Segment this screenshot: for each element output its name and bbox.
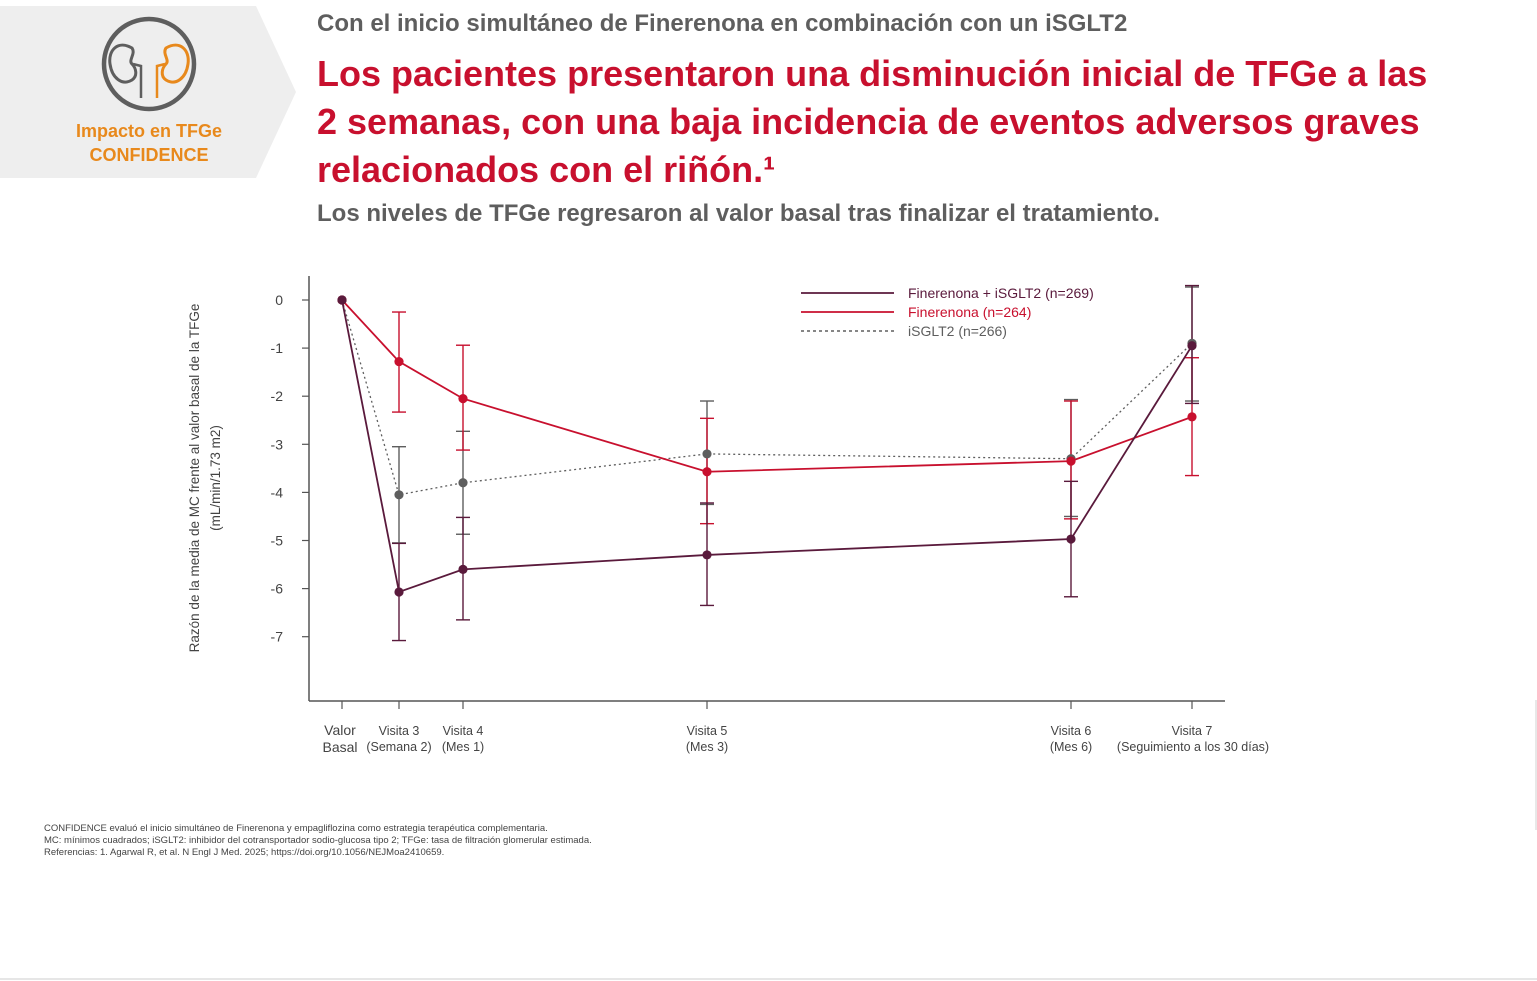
data-point bbox=[458, 394, 468, 404]
data-point bbox=[394, 490, 404, 500]
series-line bbox=[341, 299, 1193, 473]
data-point bbox=[1187, 412, 1197, 422]
x-tick-label-sub: (Mes 3) bbox=[686, 740, 728, 754]
x-tick-label: Valor bbox=[324, 722, 356, 738]
y-tick-label: -7 bbox=[271, 629, 284, 645]
series-lines bbox=[341, 299, 1193, 594]
badge-background bbox=[0, 6, 296, 178]
footnote-study: CONFIDENCE evaluó el inicio simultáneo d… bbox=[44, 823, 548, 834]
data-point bbox=[394, 587, 404, 597]
kidney-icon bbox=[101, 16, 197, 112]
footnote-references: Referencias: 1. Agarwal R, et al. N Engl… bbox=[44, 847, 445, 858]
y-axis-label: Razón de la media de MC frente al valor … bbox=[187, 304, 202, 653]
x-tick-label-sub: Basal bbox=[322, 739, 357, 755]
data-point bbox=[337, 295, 347, 305]
y-tick-label: -3 bbox=[271, 436, 284, 452]
x-tick-label: Visita 6 bbox=[1051, 724, 1092, 738]
error-bars bbox=[392, 284, 1199, 642]
series-points bbox=[337, 295, 1197, 597]
footnote-abbreviations: MC: mínimos cuadrados; iSGLT2: inhibidor… bbox=[44, 835, 592, 846]
footnotes: CONFIDENCE evaluó el inicio simultáneo d… bbox=[44, 823, 592, 859]
y-axis-label-units: (mL/min/1.73 m2) bbox=[208, 425, 223, 531]
data-point bbox=[702, 550, 712, 560]
data-point bbox=[458, 564, 468, 574]
data-point bbox=[1066, 456, 1076, 466]
data-point bbox=[458, 478, 468, 488]
data-point bbox=[394, 356, 404, 367]
chart-legend: Finerenona + iSGLT2 (n=269) Finerenona (n… bbox=[801, 285, 1094, 339]
badge-panel: Impacto en TFGe CONFIDENCE bbox=[0, 6, 300, 178]
x-tick-label: Visita 7 bbox=[1172, 724, 1213, 738]
y-tick-label: -2 bbox=[271, 388, 284, 404]
data-point bbox=[702, 467, 712, 477]
y-tick-label: -4 bbox=[271, 484, 284, 500]
y-tick-label: -5 bbox=[271, 533, 284, 549]
badge-title: Impacto en TFGe bbox=[75, 121, 223, 141]
egfr-line-chart: 0 -1 -2 -3 -4 -5 -6 -7 Razón de la media de MC f… bbox=[187, 276, 1269, 755]
bottom-divider bbox=[0, 978, 1537, 980]
x-tick-label-sub: (Seguimiento a los 30 días) bbox=[1117, 740, 1269, 754]
header-subhead: Los niveles de TFGe regresaron al valor … bbox=[317, 200, 1160, 227]
chart-axes: 0 -1 -2 -3 -4 -5 -6 -7 Razón de la media de MC f… bbox=[187, 276, 1269, 755]
y-tick-label: -1 bbox=[271, 340, 284, 356]
badge-study-name: CONFIDENCE bbox=[89, 145, 209, 165]
x-tick-label-sub: (Semana 2) bbox=[366, 740, 431, 754]
data-point bbox=[702, 449, 712, 459]
series-line bbox=[341, 299, 1193, 594]
legend-label: Finerenona + iSGLT2 (n=269) bbox=[908, 285, 1094, 301]
series-line bbox=[341, 299, 1193, 496]
x-tick-label: Visita 4 bbox=[443, 724, 484, 738]
x-tick-label-sub: (Mes 1) bbox=[442, 740, 484, 754]
x-tick-label: Visita 5 bbox=[687, 724, 728, 738]
legend-label: Finerenona (n=264) bbox=[908, 304, 1031, 320]
right-edge-divider bbox=[1535, 700, 1537, 830]
y-tick-label: -6 bbox=[271, 581, 284, 597]
legend-label: iSGLT2 (n=266) bbox=[908, 323, 1007, 339]
x-tick-label-sub: (Mes 6) bbox=[1050, 740, 1092, 754]
page-headline: Los pacientes presentaron una disminució… bbox=[317, 53, 1428, 190]
data-point bbox=[1187, 341, 1197, 351]
data-point bbox=[1066, 534, 1076, 544]
x-tick-label: Visita 3 bbox=[379, 724, 420, 738]
y-tick-label: 0 bbox=[275, 292, 283, 308]
header-kicker: Con el inicio simultáneo de Finerenona e… bbox=[317, 10, 1128, 37]
